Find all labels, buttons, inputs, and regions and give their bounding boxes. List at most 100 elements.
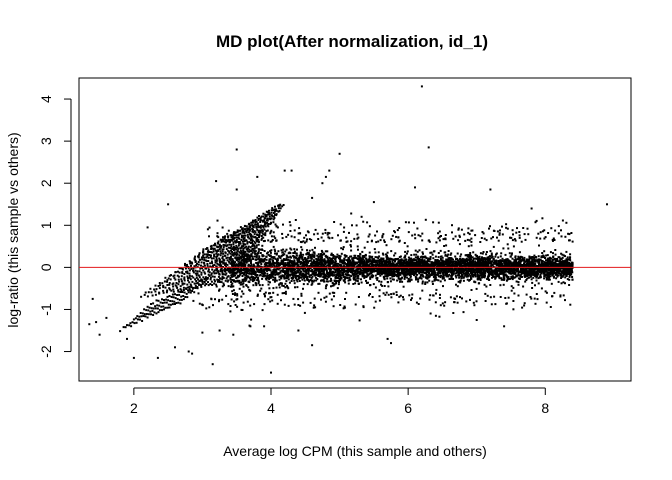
data-point [459,255,462,258]
data-point [327,258,330,261]
data-point [372,274,375,277]
data-point [331,262,334,265]
data-point [279,275,282,278]
data-point [359,252,362,255]
data-point [557,272,560,274]
data-point [466,262,469,264]
data-point [557,260,560,263]
data-point [221,273,224,276]
data-point [462,259,465,262]
data-point [438,239,441,242]
data-point [333,261,336,264]
data-point [376,262,379,265]
data-point [433,250,436,253]
data-point [253,269,256,272]
data-point [465,270,468,273]
data-point [381,272,384,275]
data-point [240,266,243,269]
data-point [366,274,369,277]
data-point [284,263,287,266]
data-point [303,262,306,265]
data-point [484,265,487,267]
data-point [406,276,409,279]
data-point [322,273,325,276]
data-point [315,257,318,260]
data-point [565,267,568,270]
data-point [547,274,550,277]
data-point [363,263,365,266]
data-point [281,274,284,277]
data-point [425,271,428,274]
data-point [269,274,271,276]
data-point [399,280,401,283]
data-point [250,267,253,270]
data-point [223,284,225,287]
data-point [318,263,321,266]
data-point [428,260,431,263]
data-point [271,270,274,273]
data-point [506,259,508,262]
data-point [377,270,379,272]
data-point [370,256,373,259]
data-point [487,273,490,276]
data-point [445,267,448,270]
data-point [314,246,316,249]
data-point [247,275,250,278]
data-point [257,262,260,264]
data-point [255,261,258,264]
data-point [269,269,272,272]
data-point [311,275,314,278]
data-point [470,277,472,280]
data-point [244,270,247,273]
data-point [323,275,326,278]
data-point [261,255,264,258]
data-point [256,264,259,267]
data-point [330,252,333,255]
data-point [367,258,370,261]
data-point [326,257,329,260]
data-point [296,248,298,251]
data-point [331,274,334,277]
data-point [319,273,322,276]
data-point [265,264,268,267]
data-point [489,250,492,253]
data-point [517,273,520,276]
data-point [414,261,417,264]
data-point [519,257,521,260]
data-point [363,276,366,279]
data-point [268,278,271,280]
data-point [547,278,550,281]
data-point [431,283,434,285]
data-point [387,261,390,263]
data-point [370,272,373,275]
data-point [531,263,534,266]
data-point [553,271,556,274]
data-point [550,261,552,264]
data-point [476,272,479,275]
data-point [410,269,413,272]
data-point [335,282,338,285]
data-point [442,274,445,277]
data-point [323,261,326,264]
data-point [430,274,433,277]
data-point [257,279,260,282]
data-point [404,265,406,268]
data-point [389,261,392,263]
data-point [542,265,545,268]
data-point [475,270,478,273]
data-point [351,269,354,272]
data-point [549,269,551,272]
data-point [400,259,403,262]
data-point [418,272,421,275]
data-point [431,253,434,256]
data-point [487,264,490,267]
data-point [374,256,377,259]
data-point [568,262,571,264]
data-point [488,258,491,261]
data-point [276,263,279,266]
data-point [467,253,470,256]
data-point [287,276,290,279]
data-point [458,276,461,279]
data-point [252,273,255,275]
data-point [226,269,229,272]
